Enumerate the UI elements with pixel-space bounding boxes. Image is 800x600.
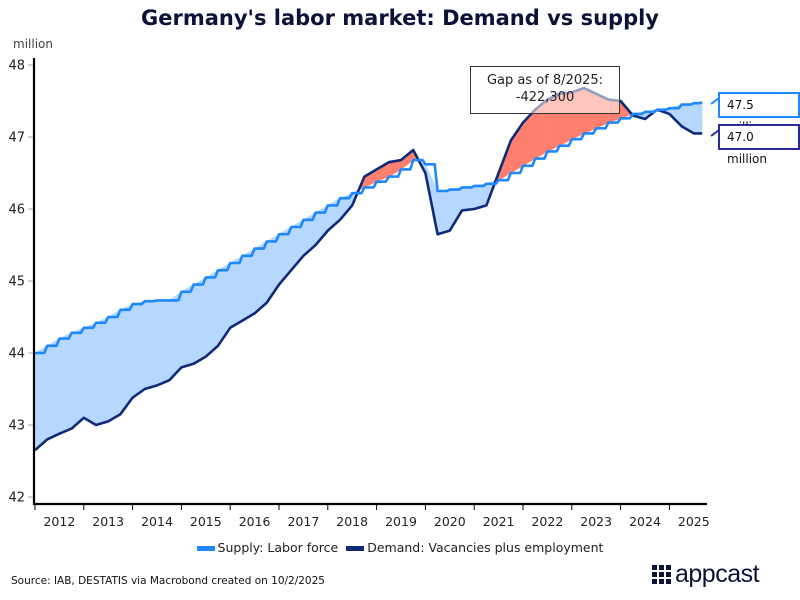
legend-swatch-demand — [346, 546, 365, 551]
x-tick-label: 2019 — [385, 514, 417, 529]
supply-latest-callout: 47.5 million — [718, 92, 800, 134]
x-tick-label: 2023 — [580, 514, 612, 529]
gap-fill-segment — [95, 316, 109, 426]
gap-fill-segment — [193, 276, 207, 365]
gap-fill-segment — [242, 248, 255, 322]
gap-annotation: Gap as of 8/2025: -422,300 — [470, 66, 620, 114]
gap-fill-segment — [34, 345, 48, 451]
y-tick-label: 42 — [8, 491, 25, 506]
gap-fill-segment — [132, 300, 146, 399]
legend-swatch-supply — [196, 546, 215, 551]
appcast-logo: appcast — [652, 560, 760, 589]
axes-layer: 42 43 44 45 46 47 48 2012 2013 2014 2015 2016 2017 20… — [8, 58, 720, 529]
logo-mark-icon — [652, 565, 671, 584]
demand-series-line — [34, 86, 703, 452]
x-tick-label: 2017 — [287, 514, 319, 529]
supply-series-line — [35, 101, 703, 355]
gap-fill-segment — [168, 291, 182, 382]
gap-fill-segment — [156, 300, 170, 386]
x-tick-label: 2025 — [678, 514, 710, 529]
gap-annotation-label: Gap as of 8/2025: — [486, 73, 604, 88]
x-tick-label: 2020 — [434, 514, 466, 529]
x-tick-label: 2024 — [629, 514, 661, 529]
legend-item-demand: Demand: Vacancies plus employment — [346, 540, 603, 555]
gap-fill-segment — [217, 262, 231, 347]
x-tick-label: 2021 — [483, 514, 515, 529]
source-note: Source: IAB, DESTATIS via Macrobond crea… — [11, 575, 325, 587]
gap-fill-segment — [461, 185, 475, 211]
y-tick-label: 46 — [8, 203, 25, 218]
y-tick-label: 43 — [8, 419, 25, 434]
gap-fill-segment — [449, 187, 463, 232]
gap-fill-segment — [83, 322, 97, 426]
legend-label-demand: Demand: Vacancies plus employment — [367, 540, 604, 555]
gap-fill-segment — [71, 327, 85, 430]
y-tick-label: 45 — [8, 275, 25, 290]
logo-wordmark: appcast — [675, 560, 760, 588]
y-axis-unit-label: million — [13, 37, 53, 51]
legend-label-supply: Supply: Labor force — [217, 540, 339, 555]
gap-fill-segment — [107, 309, 121, 422]
y-tick-label: 44 — [8, 347, 25, 362]
y-tick-label: 48 — [8, 59, 25, 74]
gap-fill-segment — [46, 338, 60, 440]
chart-legend: Supply: Labor force Demand: Vacancies pl… — [0, 540, 800, 555]
gap-fill-segment — [181, 284, 194, 368]
x-tick-label: 2018 — [336, 514, 368, 529]
x-tick-label: 2015 — [190, 514, 222, 529]
gap-fill-segment — [229, 255, 243, 329]
gap-fill-segment — [144, 300, 158, 390]
x-tick-label: 2012 — [43, 514, 75, 529]
y-tick-label: 47 — [8, 131, 25, 146]
gap-fill-segment — [205, 269, 219, 358]
x-tick-label: 2013 — [92, 514, 124, 529]
gap-fill-segment — [120, 303, 133, 416]
gap-fill-segment — [437, 189, 451, 235]
x-tick-label: 2016 — [239, 514, 271, 529]
gap-fill-segment — [522, 108, 536, 167]
gap-annotation-value: -422,300 — [515, 90, 575, 105]
x-tick-label: 2022 — [531, 514, 563, 529]
gap-fill-segment — [693, 102, 703, 134]
chart-title: Germany's labor market: Demand vs supply — [141, 6, 659, 30]
series-lines-layer — [34, 86, 703, 452]
x-tick-label: 2014 — [141, 514, 173, 529]
legend-item-supply: Supply: Labor force — [196, 540, 339, 555]
gap-fill-segment — [59, 332, 72, 435]
demand-latest-callout: 47.0 million — [718, 124, 800, 166]
